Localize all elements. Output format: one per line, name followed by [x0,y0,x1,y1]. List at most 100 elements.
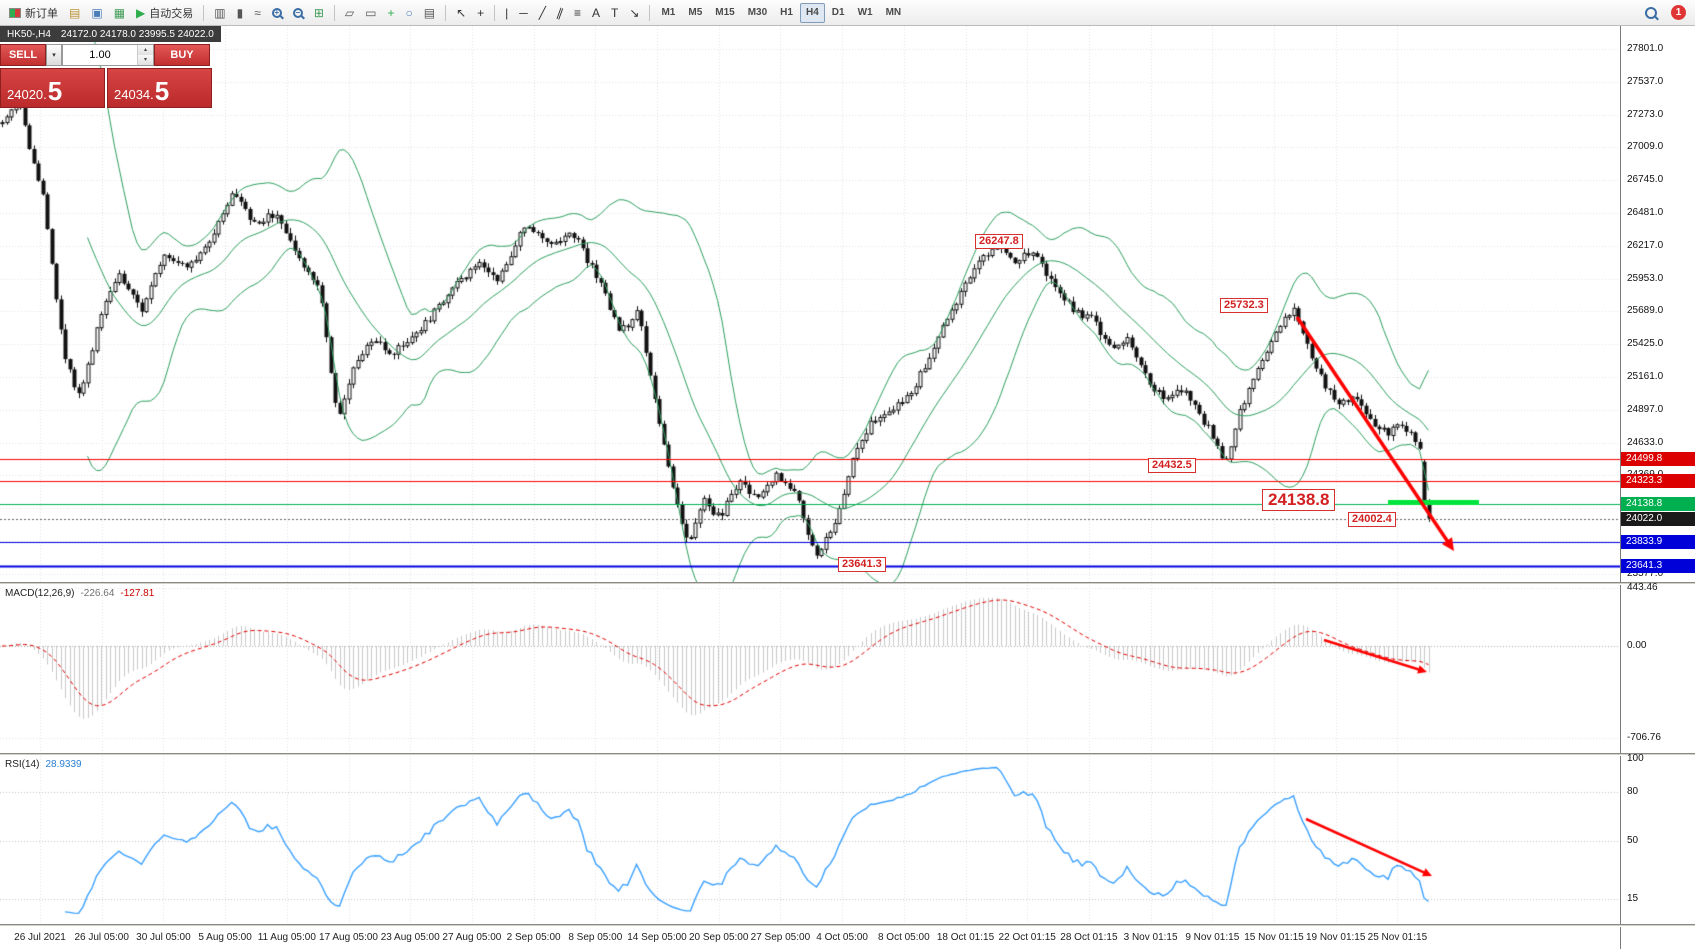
macd-signal-value: -127.81 [120,588,155,599]
buy-button[interactable]: BUY [154,44,210,66]
time-label: 11 Aug 05:00 [257,932,316,943]
magnifier-sign: + [274,7,280,17]
panel-separator[interactable] [0,582,1695,585]
axis-tick: 24897.0 [1627,403,1664,415]
panel-separator[interactable] [0,753,1695,756]
time-label: 15 Nov 01:15 [1244,932,1304,943]
cursor-button-icon: ↖ [456,5,467,20]
tf-m15-button[interactable]: M15 [709,3,740,23]
magnifier-sign: − [295,7,301,17]
panel-separator[interactable] [0,924,1695,927]
text-button[interactable]: A [587,3,605,23]
volume-decrease-button[interactable]: ▾ [138,55,153,65]
cascade-windows-button[interactable]: ▱ [340,3,359,23]
toolbar-separator [445,4,447,21]
price-axis[interactable]: 27801.0 27537.0 27273.0 27009.0 26745.0 26481… [1620,26,1695,949]
arrange-windows-button[interactable]: ▭ [360,3,381,23]
axis-tick: 23577.0 [1627,567,1664,579]
profiles-button-icon: ▣ [91,5,103,20]
sell-price-box[interactable]: 24020. 5 [0,68,105,108]
crosshair-button-icon: + [477,5,485,20]
fibonacci-button[interactable]: ≡ [569,3,586,23]
tf-m15-button-label: M15 [715,7,735,18]
macd-canvas[interactable] [0,585,1620,753]
rsi-canvas[interactable] [0,756,1620,924]
sell-button[interactable]: SELL [0,44,46,66]
new-chart-button-icon: + [387,5,395,20]
tf-m1-button[interactable]: M1 [655,3,681,23]
price-annotation-label[interactable]: 26247.8 [975,234,1023,249]
tf-mn-button[interactable]: MN [880,3,908,23]
tf-d1-button-label: D1 [831,7,845,18]
new-chart-button[interactable]: + [382,3,399,23]
candlestick-button[interactable]: ▮ [232,3,249,23]
time-label: 4 Oct 05:00 [816,932,868,943]
new-order-button[interactable]: 新订单 [4,3,63,23]
tile-windows-button[interactable]: ⊞ [309,3,329,23]
time-label: 26 Jul 05:00 [74,932,129,943]
chart-window-button[interactable]: ▤ [64,3,85,23]
price-chart-canvas[interactable] [0,26,1620,582]
tf-h4-button[interactable]: H4 [799,2,825,23]
period-button[interactable]: ○ [400,3,417,23]
time-label: 19 Nov 01:15 [1305,932,1366,943]
horizontal-line-button[interactable]: ─ [514,3,533,23]
macd-panel: MACD(12,26,9) -226.64 -127.81 [0,585,1620,753]
autotrade-button[interactable]: ▶ 自动交易 [131,3,198,23]
arrows-button-icon: ↘ [629,5,640,20]
trendline-button-icon: ╱ [538,5,547,20]
price-annotation-label[interactable]: 24432.5 [1148,458,1196,473]
macd-value: -226.64 [80,588,115,599]
volume-dropdown-button[interactable]: ▾ [46,44,62,66]
zoom-out-button[interactable]: − [288,3,308,23]
chart-properties-button-icon: ▤ [423,5,436,20]
tf-d1-button[interactable]: D1 [826,3,851,23]
sell-price: 24020. [7,86,47,102]
tf-h1-button[interactable]: H1 [774,3,799,23]
axis-tick: 26745.0 [1627,174,1664,186]
vertical-line-button-icon: | [505,5,509,20]
trade-prices-row: 24020. 5 24034. 5 [0,68,212,108]
volume-input[interactable] [63,45,137,65]
buy-price-box[interactable]: 24034. 5 [107,68,212,108]
chart-header: HK50-,H4 24172.0 24178.0 23995.5 24022.0 [0,26,221,42]
search-button[interactable] [1640,3,1662,23]
price-annotation-label[interactable]: 23641.3 [838,557,886,572]
price-annotation-label[interactable]: 24002.4 [1348,512,1396,527]
arrows-button[interactable]: ↘ [624,3,644,23]
tf-w1-button[interactable]: W1 [852,3,879,23]
cursor-button[interactable]: ↖ [451,3,471,23]
vertical-line-button[interactable]: | [500,3,513,23]
axis-tick: 443.46 [1627,582,1658,594]
time-label: 27 Aug 05:00 [442,932,502,943]
time-axis[interactable]: 26 Jul 2021 26 Jul 05:00 30 Jul 05:00 5 Aug… [0,927,1620,949]
tf-m30-button[interactable]: M30 [742,3,773,23]
zoom-in-button[interactable]: + [267,3,287,23]
volume-increase-button[interactable]: ▴ [138,45,153,55]
axis-tick: 27009.0 [1627,141,1664,153]
crosshair-button[interactable]: + [472,3,489,23]
time-label: 2 Sep 05:00 [506,932,561,943]
price-tag: 23833.9 [1621,534,1695,549]
tf-m5-button[interactable]: M5 [682,3,708,23]
candlestick-button-icon: ▮ [236,5,244,20]
axis-tick: 100 [1627,752,1644,764]
chart-properties-button[interactable]: ▤ [419,3,440,23]
price-annotation-label[interactable]: 25732.3 [1220,298,1268,313]
profiles-button[interactable]: ▣ [86,3,107,23]
trendline-button[interactable]: ╱ [534,3,551,23]
line-chart-button[interactable]: ≈ [249,3,266,23]
axis-tick: 26217.0 [1627,239,1664,251]
toolbar: 新订单 ▤ ▣ ▦ ▶ 自动交易 ▥ ▮ ≈ + − ⊞ ▱ ▭ + ○ ▤ ↖ + | ─ ╱ ∥ ≡ A T ↘ M1 M5 M15 M… [0,0,1695,26]
market-watch-button[interactable]: ▦ [109,3,130,23]
channel-button[interactable]: ∥ [552,3,568,23]
price-annotation-label[interactable]: 24138.8 [1262,489,1336,511]
rsi-value: 28.9339 [45,759,82,770]
text-label-button[interactable]: T [606,3,623,23]
horizontal-line-button-icon: ─ [519,5,528,20]
time-label: 8 Sep 05:00 [568,932,623,943]
tf-w1-button-label: W1 [857,7,873,18]
bar-chart-button[interactable]: ▥ [209,3,230,23]
notification-badge[interactable]: 1 [1671,5,1686,20]
